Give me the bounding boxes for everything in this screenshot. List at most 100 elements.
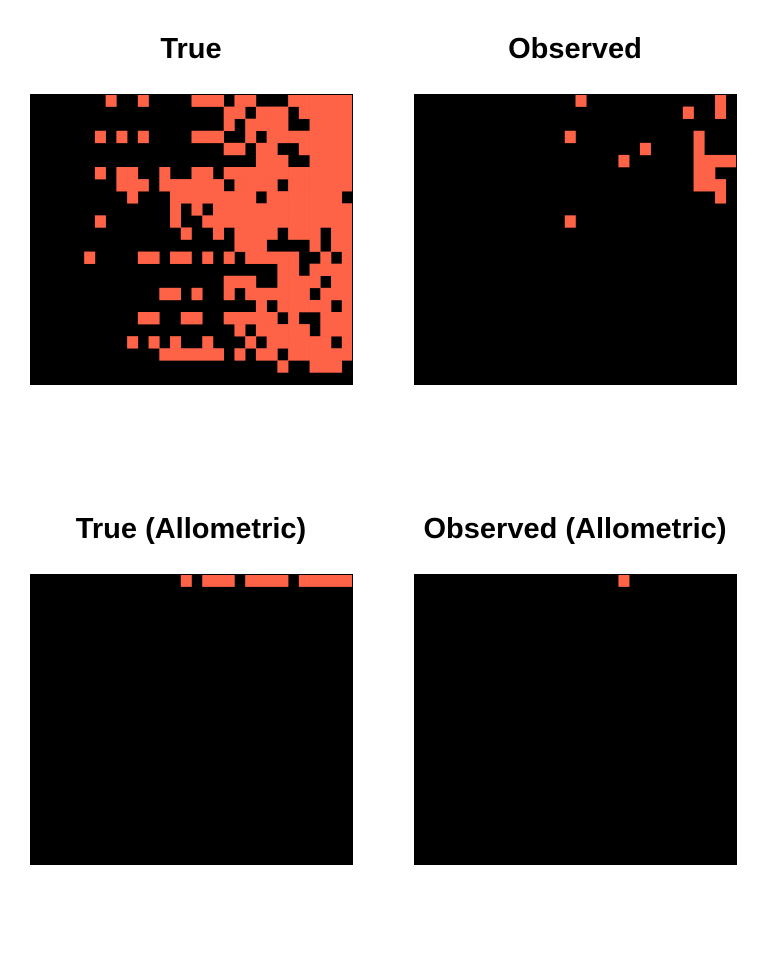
heatmap-cell (341, 312, 353, 325)
heatmap-cell (725, 154, 737, 168)
heatmap-frame (30, 574, 353, 865)
heatmap-cell (320, 130, 332, 144)
heatmap-cell (341, 118, 353, 132)
heatmap-cell (202, 167, 214, 180)
heatmap-cell (148, 336, 160, 349)
heatmap-cell (288, 227, 300, 240)
heatmap-cell (234, 275, 246, 289)
heatmap-cell (245, 239, 257, 252)
heatmap-cell (159, 348, 171, 361)
heatmap-cell (320, 191, 332, 204)
heatmap-cell (127, 167, 139, 180)
heatmap-cell (288, 336, 300, 349)
heatmap-frame (414, 574, 737, 865)
heatmap-cell (255, 203, 267, 216)
heatmap-cell (159, 287, 171, 301)
heatmap-cell (191, 94, 203, 107)
heatmap-cell (266, 336, 278, 349)
heatmap-cell (245, 130, 257, 144)
heatmap-cell (320, 154, 332, 168)
heatmap-cell (245, 203, 257, 216)
heatmap-cell (170, 179, 182, 192)
heatmap-cell (298, 94, 310, 107)
heatmap-cell (191, 167, 203, 180)
heatmap-cell (341, 336, 353, 349)
heatmap-cell (180, 312, 192, 325)
heatmap-cell (309, 179, 321, 192)
heatmap-cell (331, 154, 343, 168)
heatmap-cell (234, 167, 246, 180)
heatmap-cell (234, 312, 246, 325)
heatmap-cell (266, 324, 278, 337)
heatmap-cell (234, 348, 246, 361)
heatmap-cell (266, 179, 278, 192)
heatmap-cell (94, 167, 106, 180)
heatmap-cell (341, 348, 353, 361)
heatmap-cell (298, 348, 310, 361)
heatmap-cell (715, 179, 727, 192)
heatmap-cell (341, 275, 353, 289)
heatmap-cell (618, 574, 630, 587)
heatmap-cell (266, 312, 278, 325)
heatmap-cell (309, 167, 321, 180)
heatmap-cell (682, 106, 694, 119)
heatmap-cell (245, 275, 257, 289)
heatmap-cell (298, 299, 310, 313)
heatmap-cell (693, 167, 705, 180)
heatmap-cell (320, 299, 332, 313)
heatmap-cell (170, 215, 182, 228)
heatmap-cell (266, 130, 278, 144)
heatmap-cell (320, 324, 332, 337)
heatmap-cell (288, 179, 300, 192)
heatmap-cell (223, 167, 235, 180)
heatmap-cell (341, 324, 353, 337)
heatmap-cell (564, 130, 576, 144)
heatmap-cell (255, 154, 267, 168)
heatmap-cell (298, 227, 310, 240)
heatmap-cell (266, 154, 278, 168)
heatmap-cell (309, 275, 321, 289)
heatmap-cell (331, 227, 343, 240)
heatmap-cell (245, 118, 257, 132)
heatmap-cell (180, 348, 192, 361)
heatmap-cell (277, 191, 289, 204)
heatmap-cell (170, 287, 182, 301)
heatmap-cell (245, 574, 257, 587)
heatmap-cell (693, 130, 705, 144)
heatmap-cell (715, 94, 727, 107)
heatmap-cell (202, 215, 214, 228)
heatmap-cell (331, 179, 343, 192)
heatmap-cell (564, 215, 576, 228)
heatmap-cell (127, 179, 139, 192)
heatmap-cell (255, 574, 267, 587)
heatmap-cell (202, 179, 214, 192)
heatmap-cell (116, 179, 128, 192)
heatmap-cell (320, 118, 332, 132)
heatmap-cell (298, 275, 310, 289)
heatmap-cell (288, 299, 300, 313)
heatmap-cell (693, 179, 705, 192)
heatmap-cell (704, 179, 716, 192)
heatmap-cell (320, 574, 332, 587)
heatmap-cell (715, 191, 727, 204)
heatmap-cell (148, 312, 160, 325)
heatmap-cell (331, 191, 343, 204)
panel-title-true-allometric: True (Allometric) (75, 513, 307, 545)
heatmap-cell (245, 215, 257, 228)
heatmap-cell (277, 154, 289, 168)
heatmap-cell (341, 215, 353, 228)
heatmap-cell (255, 179, 267, 192)
heatmap-cell (137, 179, 149, 192)
heatmap-cell (320, 251, 332, 264)
heatmap-cell (331, 167, 343, 180)
heatmap-cell (341, 251, 353, 264)
heatmap-cell (116, 130, 128, 144)
heatmap-cell (277, 336, 289, 349)
heatmap-cell (693, 142, 705, 156)
heatmap-cell (212, 94, 224, 107)
heatmap-cell (309, 336, 321, 349)
heatmap-cell (212, 130, 224, 144)
heatmap-cell (298, 574, 310, 587)
heatmap-cell (715, 106, 727, 119)
heatmap-cell (234, 106, 246, 119)
